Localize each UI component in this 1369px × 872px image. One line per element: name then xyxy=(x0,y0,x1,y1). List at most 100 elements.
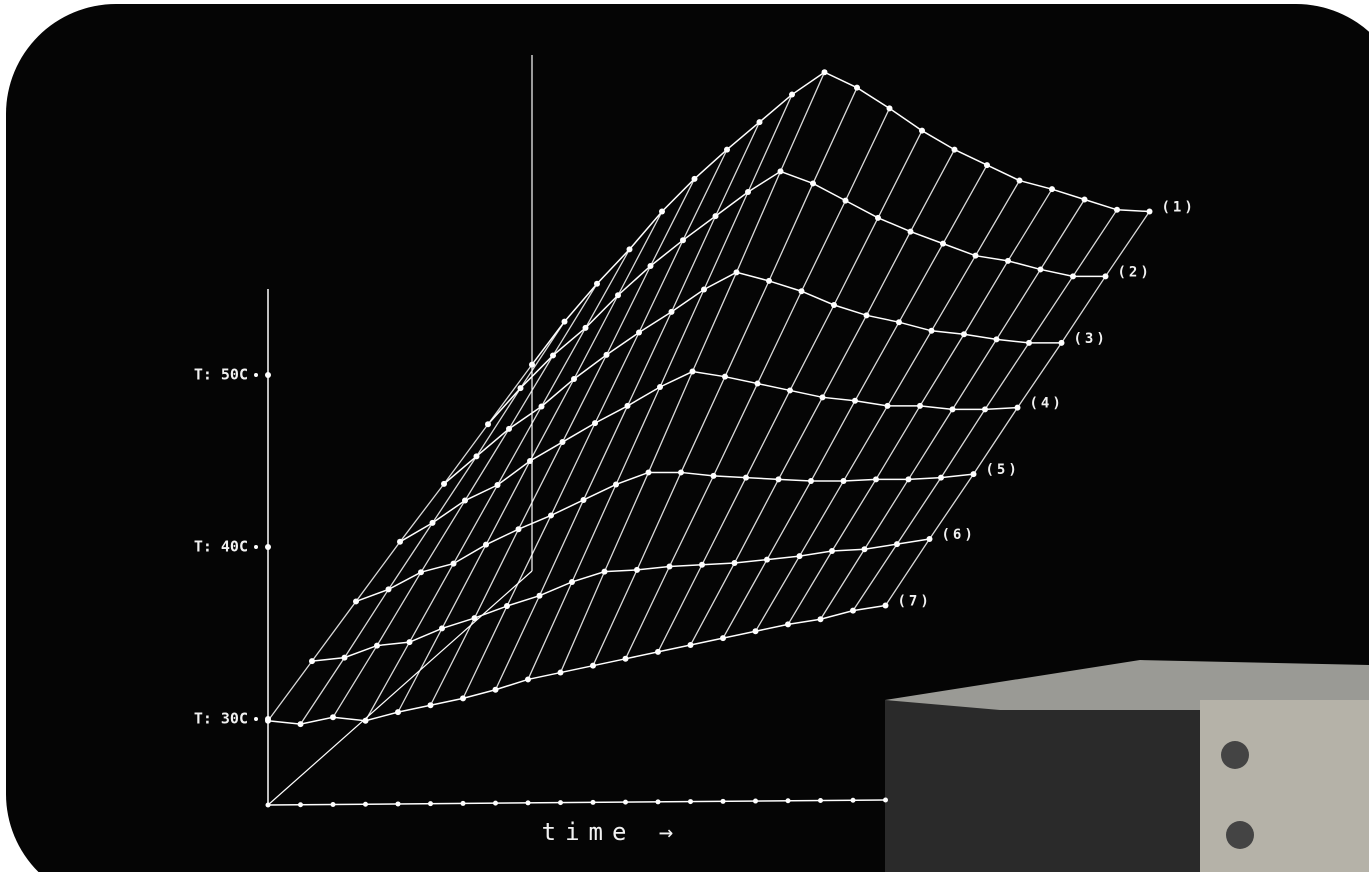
data-point xyxy=(580,496,587,503)
data-point xyxy=(724,146,730,153)
data-point xyxy=(798,288,805,295)
data-point xyxy=(785,621,791,628)
data-point xyxy=(645,469,652,476)
data-point xyxy=(1026,339,1032,346)
data-point xyxy=(817,616,824,623)
data-point xyxy=(538,403,545,410)
data-point xyxy=(297,721,304,728)
data-point xyxy=(926,535,933,542)
data-point xyxy=(473,453,480,460)
data-point xyxy=(777,168,784,175)
data-point xyxy=(1049,186,1055,193)
data-point xyxy=(1114,206,1120,213)
data-point xyxy=(385,586,392,593)
data-point xyxy=(752,628,759,635)
data-point xyxy=(418,569,424,576)
data-point xyxy=(265,717,271,724)
data-point xyxy=(701,286,707,293)
series-label: (6) xyxy=(942,527,976,543)
data-point xyxy=(970,471,977,478)
data-point xyxy=(852,397,858,404)
data-point xyxy=(854,84,860,91)
data-point xyxy=(894,541,900,548)
data-point xyxy=(982,406,988,413)
x-axis-label: time → xyxy=(542,818,683,846)
data-point xyxy=(557,669,564,676)
data-point xyxy=(659,208,665,215)
data-point xyxy=(561,318,568,325)
data-point xyxy=(940,240,946,247)
data-point xyxy=(353,598,359,605)
data-point xyxy=(615,292,621,299)
data-point xyxy=(928,327,935,334)
data-point xyxy=(938,474,944,481)
data-point xyxy=(961,331,967,338)
data-point xyxy=(689,368,696,375)
data-point xyxy=(722,373,728,380)
data-point xyxy=(756,119,763,126)
y-tick-dot xyxy=(254,545,258,549)
data-point xyxy=(1058,339,1065,346)
data-point xyxy=(492,686,499,693)
data-point xyxy=(896,319,902,326)
data-point xyxy=(699,561,705,568)
x-axis-dot xyxy=(785,798,791,804)
data-point xyxy=(427,702,434,709)
data-point xyxy=(517,385,524,392)
data-point xyxy=(907,228,914,235)
series-line xyxy=(355,471,974,603)
data-point xyxy=(731,560,738,567)
data-point xyxy=(636,329,642,336)
device-photo xyxy=(885,660,1369,872)
data-point xyxy=(993,336,1000,343)
data-point xyxy=(559,439,566,446)
data-point xyxy=(789,91,795,98)
data-point xyxy=(330,714,336,721)
series-label: (7) xyxy=(898,593,932,609)
data-point xyxy=(406,639,413,646)
x-axis-dot xyxy=(655,799,661,805)
x-axis-dot xyxy=(265,802,271,808)
x-axis-dot xyxy=(298,802,303,808)
data-point xyxy=(1005,257,1011,264)
device-top xyxy=(885,660,1369,710)
x-axis-dot xyxy=(525,800,531,806)
data-point xyxy=(687,642,694,649)
data-point xyxy=(861,546,868,553)
y-tick-label: T: 50C xyxy=(194,366,248,384)
y-tick-dot xyxy=(254,717,258,721)
data-point xyxy=(917,402,923,409)
data-point xyxy=(984,162,990,169)
series-line xyxy=(487,170,1106,425)
data-point xyxy=(1016,177,1023,184)
x-axis-dot xyxy=(558,800,563,806)
data-point xyxy=(550,352,556,359)
x-axis-dot xyxy=(753,798,758,804)
data-point xyxy=(831,302,837,308)
data-point xyxy=(884,402,891,409)
y-tick-label: T: 30C xyxy=(194,710,248,728)
data-point xyxy=(590,662,596,669)
series-label: (2) xyxy=(1118,264,1152,280)
data-point xyxy=(764,556,770,563)
data-point xyxy=(842,197,849,204)
data-point xyxy=(603,351,610,358)
data-point xyxy=(821,69,828,76)
data-point xyxy=(395,709,401,716)
data-point xyxy=(810,180,816,187)
data-point xyxy=(548,512,554,519)
data-point xyxy=(808,478,814,485)
data-point xyxy=(720,635,726,642)
series-line xyxy=(531,71,1150,366)
data-point xyxy=(775,476,782,483)
data-point xyxy=(494,482,501,489)
series-label: (1) xyxy=(1162,200,1196,216)
data-point xyxy=(594,280,600,287)
data-point xyxy=(483,541,489,548)
device-panel xyxy=(1200,700,1369,872)
x-axis-dot xyxy=(395,801,401,807)
data-point xyxy=(840,478,847,485)
data-point xyxy=(787,387,793,394)
depth-axis xyxy=(267,570,533,806)
